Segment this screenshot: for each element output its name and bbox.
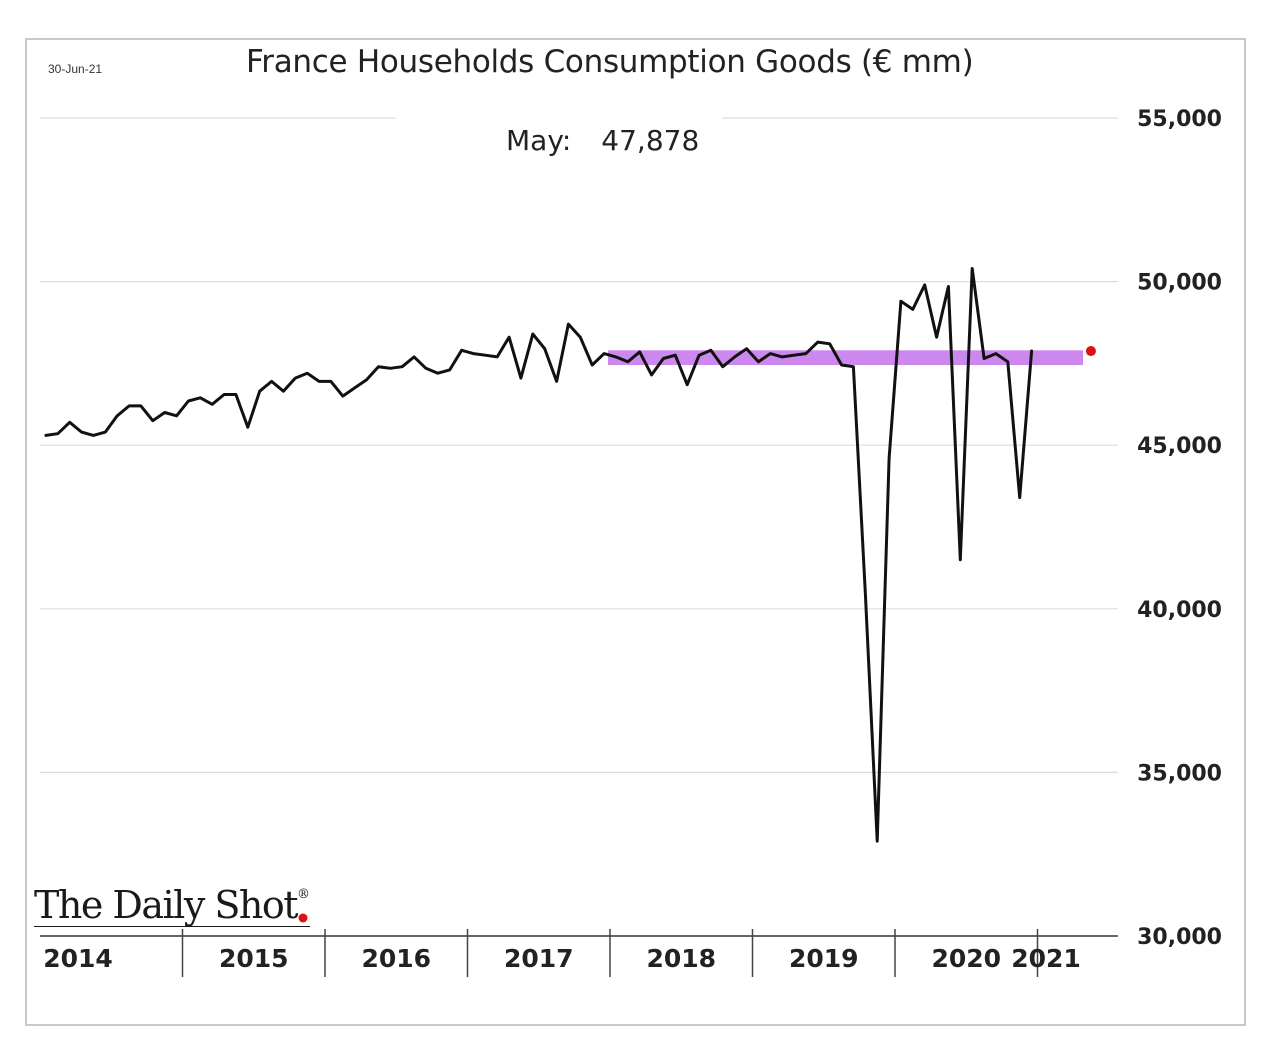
y-tick-label: 30,000 (1137, 925, 1222, 950)
x-tick-label: 2017 (504, 944, 574, 973)
daily-shot-logo: The Daily Shot® (34, 874, 311, 927)
latest-point-marker (1085, 346, 1096, 357)
series-line (44, 267, 1034, 843)
logo-red-dot (298, 913, 308, 923)
latest-value-annotation: May: 47,878 (506, 124, 699, 157)
date-stamp: 30-Jun-21 (48, 62, 103, 76)
latest-value: 47,878 (601, 124, 700, 157)
x-tick-label: 2019 (789, 944, 859, 973)
y-tick-label: 35,000 (1137, 761, 1222, 786)
y-tick-label: 40,000 (1137, 598, 1222, 623)
logo-text: The Daily Shot (34, 883, 299, 927)
x-tick-label: 2015 (219, 944, 289, 973)
x-tick-label: 2014 (43, 944, 113, 973)
y-tick-label: 55,000 (1137, 107, 1222, 132)
y-tick-label: 45,000 (1137, 434, 1222, 459)
reference-band (607, 350, 1083, 366)
x-tick-label: 2018 (646, 944, 716, 973)
x-tick-label: 2016 (361, 944, 431, 973)
y-tick-label: 50,000 (1137, 271, 1222, 296)
chart-title: France Households Consumption Goods (€ m… (246, 44, 974, 80)
latest-month-label: May: (506, 124, 572, 157)
x-tick-label: 2021 (1011, 944, 1081, 973)
registered-mark: ® (297, 887, 311, 902)
x-tick-label: 2020 (931, 944, 1001, 973)
chart-frame (25, 38, 1246, 1026)
